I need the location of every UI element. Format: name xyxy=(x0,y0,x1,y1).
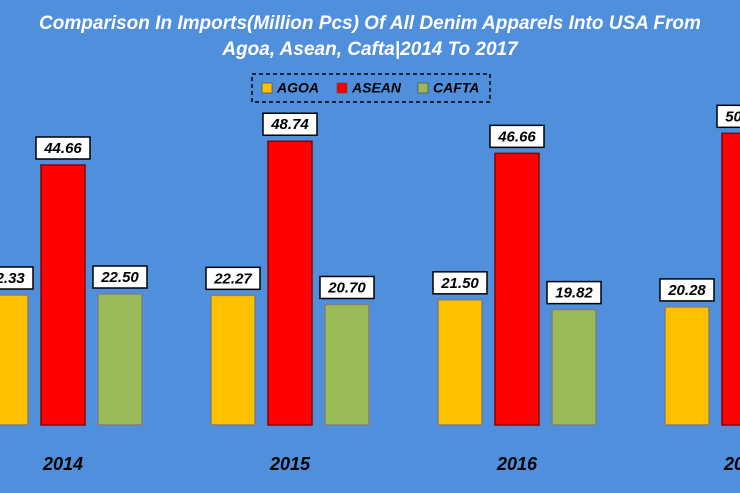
data-label: 22.33 xyxy=(0,270,25,287)
legend-swatch xyxy=(417,82,429,94)
data-label: 48.74 xyxy=(270,116,309,133)
data-label-box xyxy=(716,104,740,129)
legend-swatch xyxy=(336,82,348,94)
data-label: 22.50 xyxy=(100,269,139,286)
bar xyxy=(324,303,370,426)
data-label: 46.66 xyxy=(497,128,536,145)
legend-label: CAFTA xyxy=(433,80,479,96)
bar xyxy=(551,308,597,426)
x-tick-label: 2015 xyxy=(269,454,311,474)
bar xyxy=(97,293,143,426)
legend-label: AGOA xyxy=(276,80,319,96)
data-label-box xyxy=(205,266,261,291)
data-label: 20.28 xyxy=(667,282,706,299)
x-tick-label: 2014 xyxy=(42,454,83,474)
data-label-box xyxy=(319,275,375,300)
data-label-box xyxy=(546,280,602,305)
legend-box xyxy=(251,73,491,103)
data-label-box xyxy=(35,136,91,160)
bar xyxy=(210,294,256,426)
legend-label: ASEAN xyxy=(351,80,402,96)
data-label-box xyxy=(489,124,545,149)
data-label: 19.82 xyxy=(555,285,593,302)
x-tick-label: 2017 xyxy=(723,454,740,474)
bar xyxy=(494,152,540,426)
chart-title: Comparison In Imports(Million Pcs) Of Al… xyxy=(39,13,701,34)
bar xyxy=(40,164,86,426)
data-label-box xyxy=(92,265,148,289)
x-tick-label: 2016 xyxy=(496,454,538,474)
data-label: 44.66 xyxy=(43,140,82,157)
bar xyxy=(437,299,483,426)
bar xyxy=(0,294,29,426)
data-label: 50.10 xyxy=(725,108,740,125)
data-label-box xyxy=(432,271,488,295)
data-label-box xyxy=(262,112,318,136)
data-label-box xyxy=(0,266,34,290)
data-label: 21.50 xyxy=(440,275,479,292)
chart-title: Agoa, Asean, Cafta|2014 To 2017 xyxy=(221,39,519,60)
bar xyxy=(267,140,313,426)
bar xyxy=(664,306,710,426)
legend-swatch xyxy=(261,82,273,94)
data-label: 20.70 xyxy=(327,279,366,296)
bar xyxy=(721,132,740,426)
data-label: 22.27 xyxy=(213,270,252,287)
data-label-box xyxy=(659,278,715,302)
